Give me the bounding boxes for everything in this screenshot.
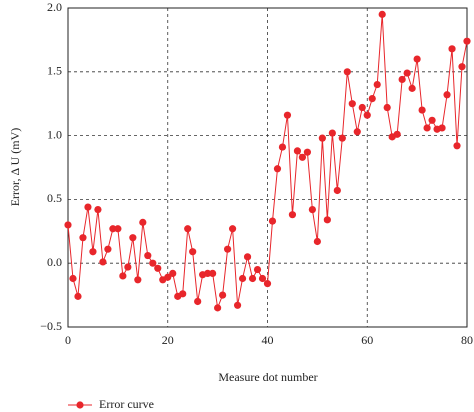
- data-point: [328, 129, 336, 137]
- data-point: [463, 37, 471, 45]
- y-tick-label: −0.5: [40, 319, 62, 333]
- data-point: [268, 217, 277, 225]
- data-point: [149, 259, 157, 267]
- data-point: [408, 84, 416, 92]
- data-point: [104, 245, 112, 253]
- data-point: [74, 292, 82, 300]
- data-point: [383, 103, 391, 112]
- data-point: [99, 258, 107, 266]
- data-point: [248, 274, 257, 283]
- legend-label: Error curve: [99, 397, 154, 411]
- data-point: [458, 63, 466, 71]
- x-tick-label: 40: [262, 333, 274, 347]
- data-point: [64, 221, 72, 229]
- data-point: [119, 272, 127, 280]
- x-axis-label: Measure dot number: [218, 370, 317, 384]
- data-point: [373, 80, 381, 89]
- plot-frame: [67, 7, 468, 328]
- data-point: [348, 100, 356, 108]
- data-point: [438, 124, 446, 132]
- data-point: [129, 234, 137, 242]
- data-point: [308, 206, 316, 214]
- data-point: [363, 111, 371, 119]
- data-point: [209, 269, 217, 278]
- data-point: [219, 291, 227, 299]
- y-tick-label: 2.0: [47, 0, 62, 14]
- data-point: [368, 94, 376, 103]
- data-point: [428, 116, 436, 124]
- data-point: [398, 75, 406, 84]
- data-point: [403, 69, 411, 77]
- data-point: [179, 290, 187, 298]
- y-axis-label: Error, Δ U (mV): [8, 128, 22, 207]
- data-point: [84, 203, 92, 211]
- legend-marker: [76, 401, 84, 409]
- data-point: [273, 165, 282, 173]
- data-point: [313, 237, 321, 246]
- data-point: [453, 142, 461, 150]
- y-tick-label: 1.0: [47, 127, 62, 141]
- data-point: [258, 274, 267, 283]
- data-point: [69, 274, 77, 283]
- data-point: [283, 111, 292, 119]
- data-point: [393, 130, 401, 138]
- data-point: [338, 134, 346, 142]
- data-point: [233, 301, 242, 309]
- data-point: [154, 264, 162, 272]
- data-point: [114, 225, 122, 233]
- data-point: [303, 148, 311, 156]
- data-point: [293, 147, 302, 155]
- data-point: [243, 253, 252, 261]
- data-point: [353, 128, 361, 136]
- data-point: [94, 206, 102, 214]
- data-point: [89, 248, 97, 256]
- data-point: [224, 245, 232, 253]
- x-tick-label: 20: [162, 333, 174, 347]
- data-point: [443, 91, 451, 99]
- data-point: [79, 234, 87, 242]
- data-point: [278, 143, 287, 151]
- data-point: [164, 273, 172, 281]
- data-point: [214, 304, 222, 312]
- data-point: [253, 265, 262, 274]
- x-tick-label: 80: [461, 333, 473, 347]
- data-point: [358, 103, 366, 112]
- data-point: [109, 225, 117, 233]
- y-tick-label: 0.0: [47, 255, 62, 269]
- data-point: [139, 218, 147, 226]
- data-point: [423, 124, 431, 132]
- data-point: [144, 251, 152, 260]
- data-point: [378, 10, 386, 18]
- data-point: [124, 263, 132, 271]
- data-point: [413, 55, 421, 63]
- data-point: [323, 216, 331, 224]
- data-point: [263, 280, 272, 288]
- data-point: [238, 274, 247, 283]
- x-tick-label: 0: [65, 333, 71, 347]
- data-point: [318, 134, 326, 142]
- x-tick-label: 60: [361, 333, 373, 347]
- data-point: [184, 225, 192, 233]
- data-point: [288, 211, 297, 219]
- data-point: [228, 225, 237, 233]
- data-point: [333, 186, 341, 195]
- y-tick-label: 0.5: [47, 191, 62, 205]
- data-point: [343, 68, 351, 76]
- data-point: [418, 106, 426, 114]
- data-point: [448, 45, 456, 53]
- data-point: [189, 248, 197, 256]
- data-point: [298, 153, 307, 161]
- y-tick-label: 1.5: [47, 64, 62, 78]
- data-point: [204, 269, 212, 278]
- data-point: [194, 297, 202, 306]
- data-point: [134, 276, 142, 284]
- data-point: [169, 269, 177, 278]
